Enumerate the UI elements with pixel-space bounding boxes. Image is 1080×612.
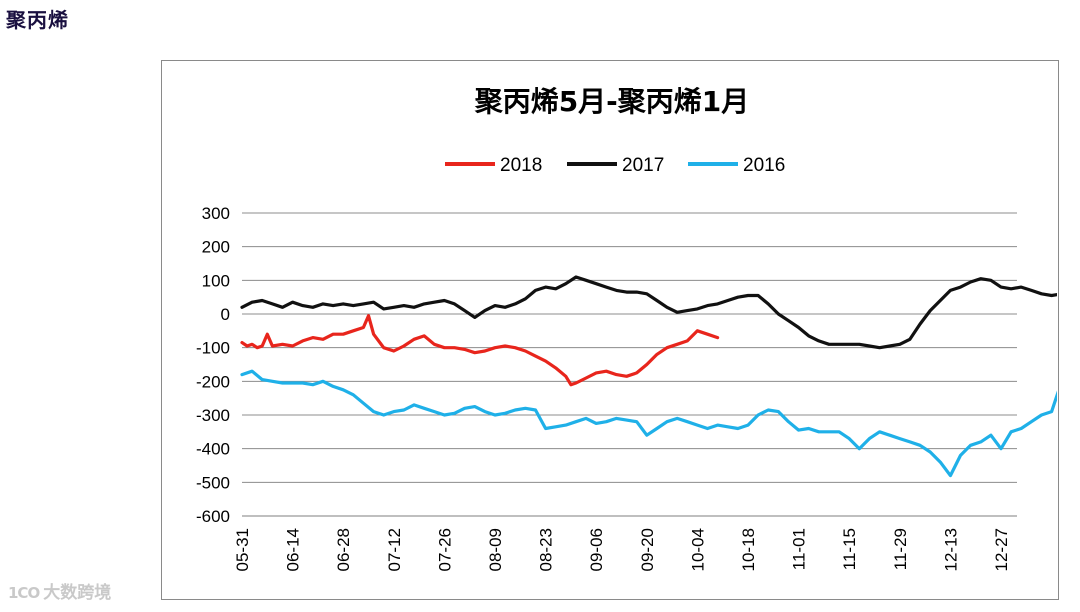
- y-tick-label: -300: [196, 406, 230, 425]
- x-tick-label: 11-29: [891, 528, 910, 570]
- y-tick-label: -500: [196, 473, 230, 492]
- x-tick-label: 05-31: [233, 528, 252, 571]
- x-tick-label: 10-04: [688, 528, 707, 571]
- chart-series: [240, 275, 1057, 478]
- watermark: 1CO 大数跨境: [8, 578, 111, 603]
- x-tick-label: 11-01: [790, 528, 809, 570]
- chart-legend: 2018 2017 2016: [445, 155, 785, 176]
- series-line-2018: [240, 314, 720, 387]
- legend-label: 2016: [743, 155, 785, 176]
- x-tick-label: 12-13: [941, 528, 960, 571]
- y-tick-label: -600: [196, 507, 230, 526]
- x-tick-label: 10-18: [739, 528, 758, 571]
- y-tick-label: 300: [202, 204, 230, 223]
- x-tick-label: 09-20: [638, 528, 657, 571]
- y-tick-label: -100: [196, 339, 230, 358]
- watermark-text: 大数跨境: [43, 583, 112, 603]
- legend-label: 2017: [622, 155, 664, 176]
- x-tick-label: 06-14: [284, 528, 303, 571]
- line-chart: 聚丙烯5月-聚丙烯1月 2018 2017 2016 300 200 100 0 -100 -…: [196, 85, 1057, 571]
- x-tick-label: 08-23: [537, 528, 556, 571]
- y-tick-label: -200: [196, 372, 230, 391]
- x-tick-label: 07-12: [385, 528, 404, 571]
- y-tick-label: 100: [202, 271, 230, 290]
- y-tick-label: 0: [221, 305, 230, 324]
- y-tick-label: 200: [202, 238, 230, 257]
- page-heading: 聚丙烯: [6, 8, 69, 32]
- watermark-logo-icon: 1CO: [8, 584, 40, 602]
- x-tick-label: 12-27: [992, 528, 1011, 571]
- series-line-2017: [240, 275, 1057, 350]
- y-axis: 300 200 100 0 -100 -200 -300 -400 -500 -600: [196, 204, 230, 526]
- chart-frame: 聚丙烯5月-聚丙烯1月 2018 2017 2016 300 200 100 0 -100 -…: [161, 60, 1059, 600]
- x-tick-label: 07-26: [435, 528, 454, 571]
- x-tick-label: 09-06: [587, 528, 606, 571]
- series-line-2016: [240, 369, 1057, 478]
- chart-title: 聚丙烯5月-聚丙烯1月: [474, 85, 750, 118]
- x-axis: 05-31 06-14 06-28 07-12 07-26 08-09 08-23 09-06…: [233, 528, 1011, 571]
- x-tick-label: 08-09: [486, 528, 505, 571]
- x-tick-label: 11-15: [840, 528, 859, 570]
- chart-gridlines: [242, 212, 1017, 517]
- x-tick-label: 06-28: [334, 528, 353, 571]
- legend-label: 2018: [500, 155, 542, 176]
- y-tick-label: -400: [196, 440, 230, 459]
